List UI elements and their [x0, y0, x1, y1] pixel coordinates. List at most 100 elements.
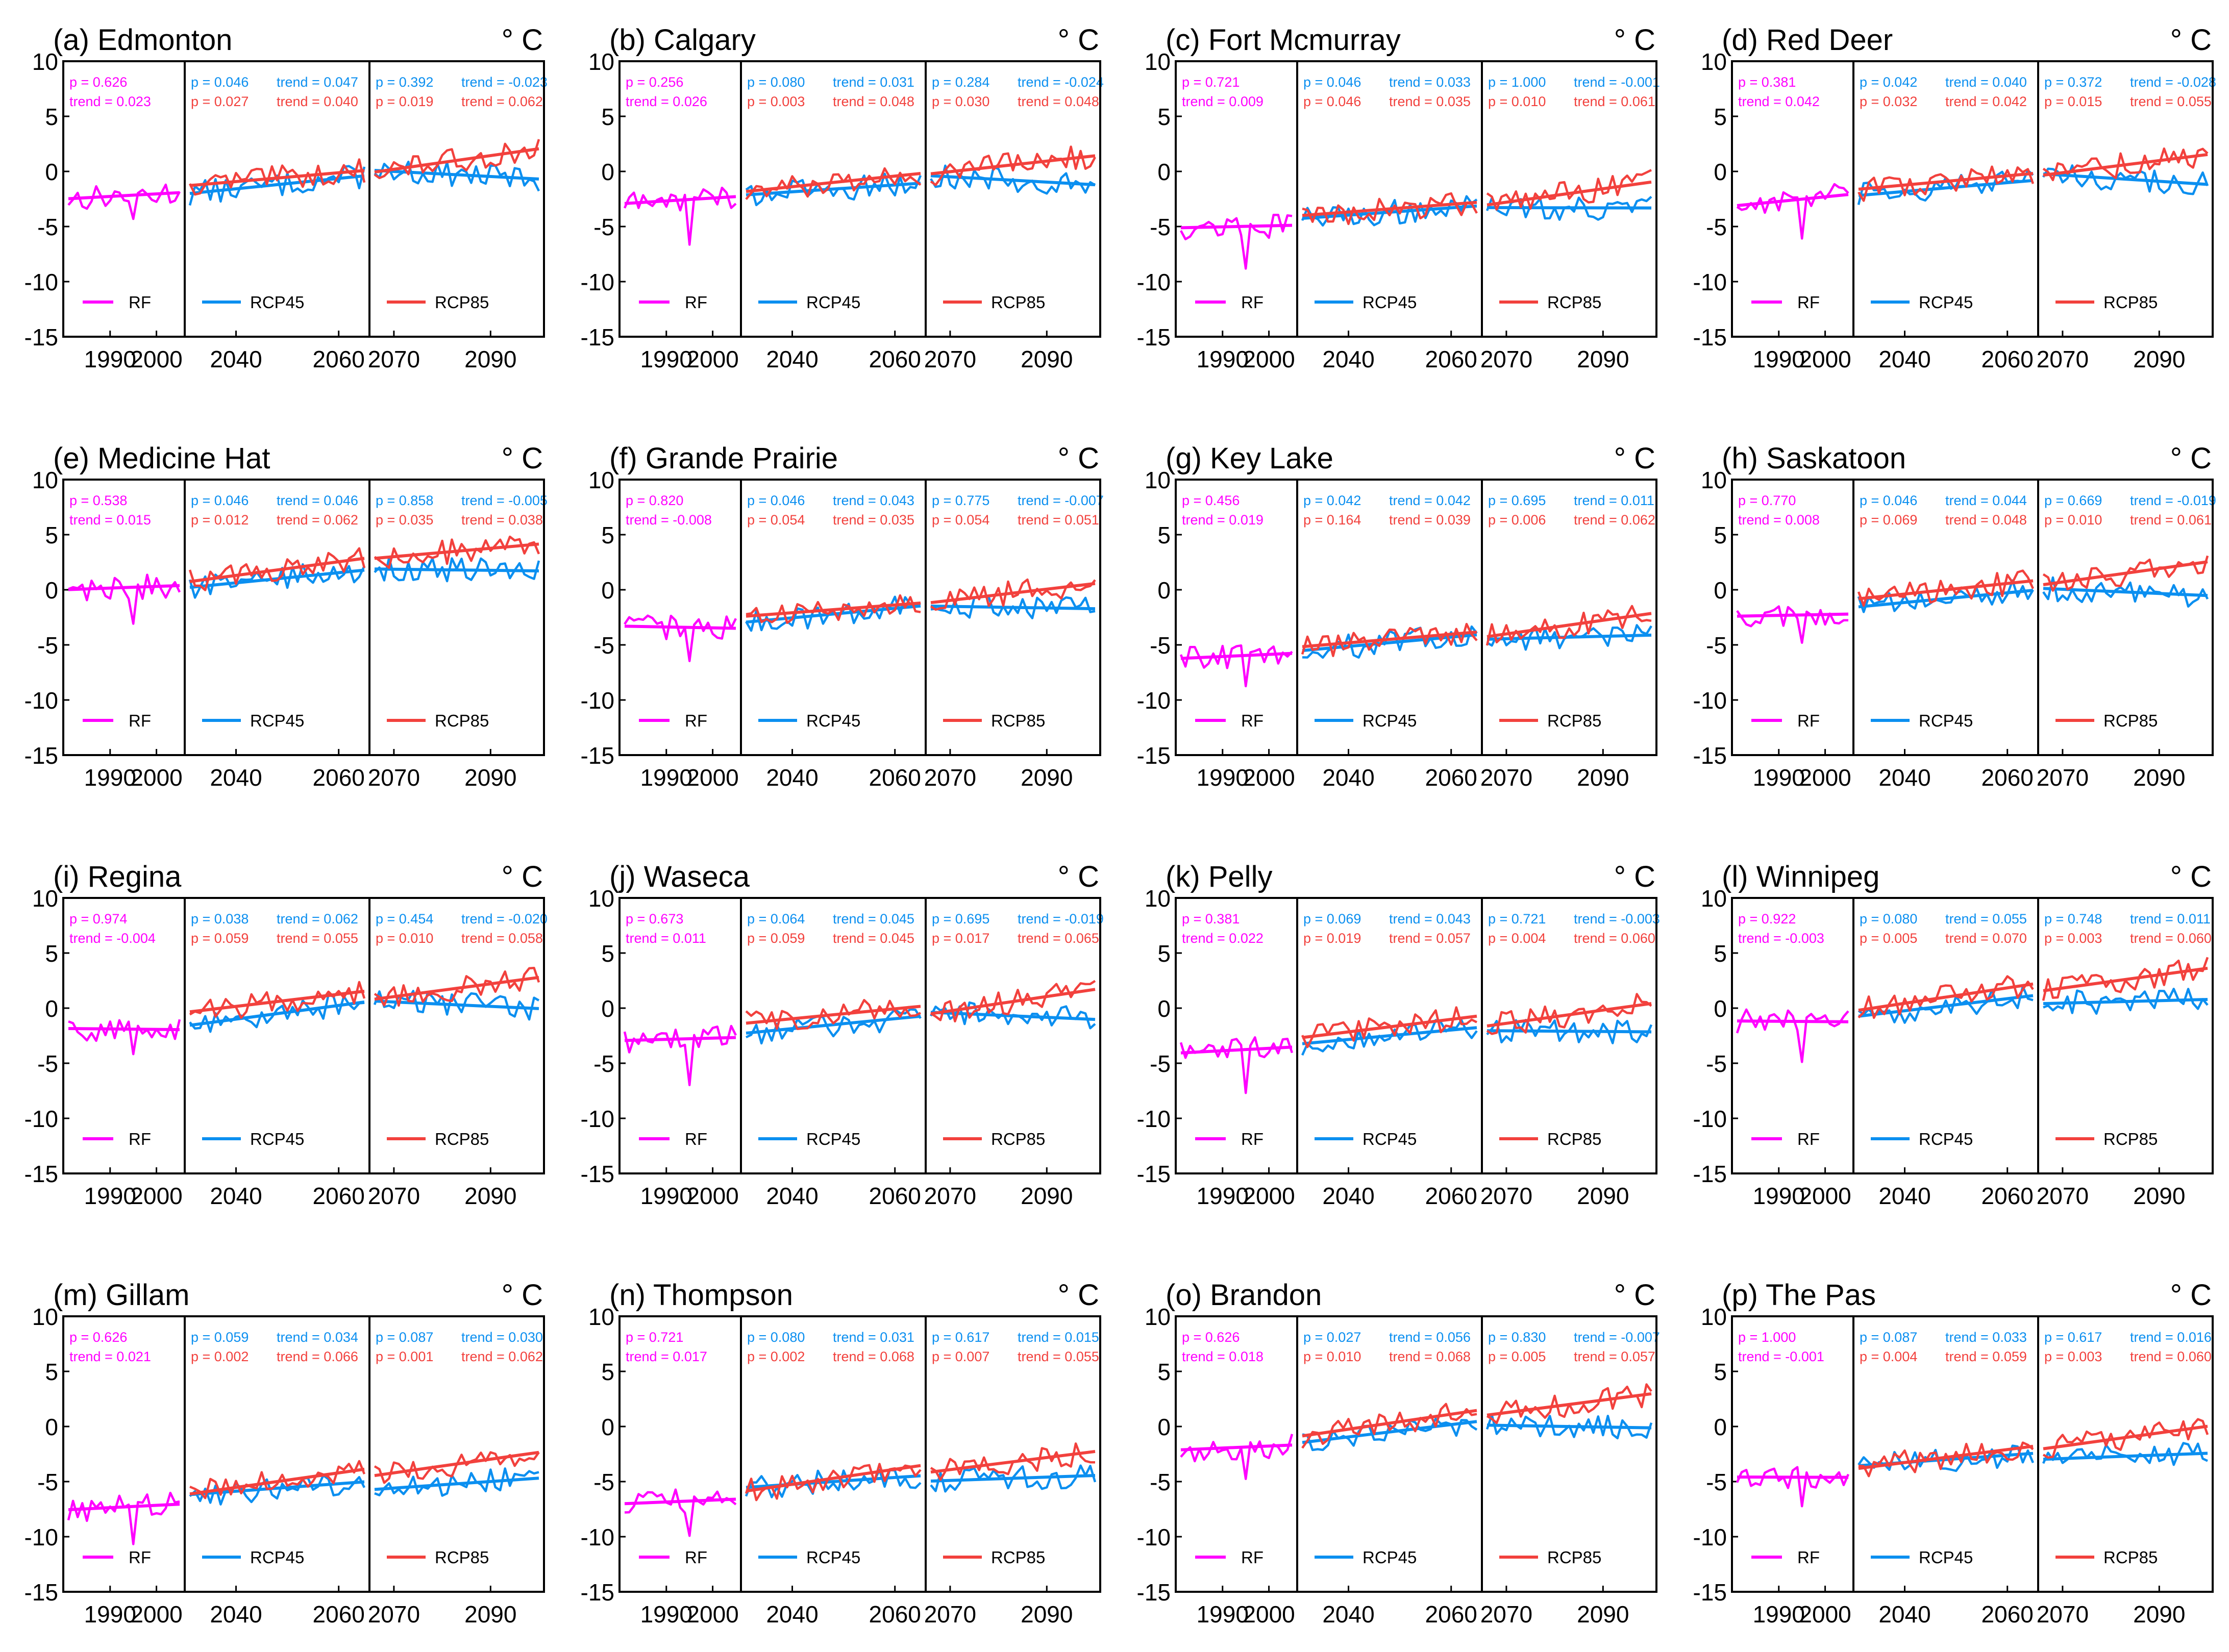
rcp45-trend-line — [2043, 998, 2208, 1006]
rcp85-trend-line — [1487, 1392, 1652, 1417]
rf-trend-line — [68, 191, 180, 201]
rf-series-line — [624, 1488, 737, 1537]
y-tick-label: 5 — [45, 1359, 58, 1385]
y-tick-label: -10 — [581, 1524, 614, 1550]
panel-title: (g) Key Lake — [1166, 442, 1333, 475]
panel-title: (n) Thompson — [609, 1279, 793, 1312]
legend-rcp45-label: RCP45 — [250, 711, 304, 730]
y-tick-label: -5 — [37, 214, 58, 240]
y-tick-label: -5 — [1150, 1050, 1171, 1077]
x-tick-label: 2060 — [1425, 1183, 1477, 1209]
panel-frame — [1175, 897, 1657, 1174]
x-tick-label: 2040 — [210, 1183, 262, 1209]
rcp85-p-value: p = 0.069 — [1860, 512, 1917, 528]
rcp45-p-value: p = 0.080 — [1860, 911, 1917, 927]
y-tick-label: 10 — [1701, 1304, 1727, 1330]
legend-rcp85-label: RCP85 — [435, 711, 489, 730]
rcp45-trend-value: trend = 0.046 — [277, 493, 358, 508]
legend-rcp45-label: RCP45 — [1919, 1130, 1973, 1148]
legend-rf-label: RF — [685, 1130, 707, 1148]
rcp45-trend-line — [930, 174, 1096, 187]
panel-title: (c) Fort Mcmurray — [1166, 23, 1401, 57]
legend-rf-label: RF — [685, 711, 707, 730]
legend-rcp85-label: RCP85 — [2103, 1548, 2158, 1567]
x-tick-label: 2090 — [1021, 346, 1073, 372]
x-tick-label: 2000 — [1243, 346, 1295, 372]
rcp45-p-value: p = 0.858 — [376, 493, 433, 508]
panel-frame — [618, 479, 1101, 756]
rf-p-value: p = 0.820 — [626, 493, 683, 508]
rcp45-trend-line — [374, 999, 539, 1010]
rcp85-trend-line — [930, 1449, 1096, 1474]
y-tick-label: 5 — [45, 522, 58, 548]
y-tick-label: -10 — [1137, 687, 1171, 714]
rcp85-p-value: p = 0.004 — [1860, 1349, 1917, 1364]
x-tick-label: 2090 — [464, 764, 516, 791]
panel-title: (o) Brandon — [1166, 1279, 1322, 1312]
rcp45-trend-line — [2043, 1451, 2208, 1461]
rf-trend-value: trend = 0.017 — [626, 1349, 707, 1364]
rcp45-trend-value: trend = 0.043 — [833, 493, 914, 508]
rcp85-trend-line — [1302, 201, 1477, 217]
x-tick-label: 1990 — [84, 1601, 136, 1628]
x-tick-label: 2040 — [766, 764, 818, 791]
rcp45-trend-value: trend = -0.020 — [461, 911, 548, 927]
panel-title: (p) The Pas — [1722, 1279, 1876, 1312]
x-tick-label: 2040 — [1322, 764, 1374, 791]
x-tick-label: 2000 — [130, 1183, 182, 1209]
rcp85-trend-value: trend = 0.045 — [833, 931, 914, 946]
y-tick-label: 10 — [1701, 885, 1727, 912]
panel-title: (j) Waseca — [609, 860, 750, 893]
rcp85-trend-value: trend = 0.065 — [1018, 931, 1099, 946]
rcp45-p-value: p = 0.038 — [191, 911, 249, 927]
x-tick-label: 2070 — [1480, 1183, 1532, 1209]
x-tick-label: 2090 — [2133, 764, 2185, 791]
rcp45-p-value: p = 0.617 — [2044, 1330, 2102, 1345]
rcp85-trend-value: trend = 0.055 — [1018, 1349, 1099, 1364]
rf-series-line — [67, 1491, 180, 1545]
legend-rcp45-label: RCP45 — [1363, 1548, 1417, 1567]
y-tick-label: -15 — [581, 1579, 614, 1606]
rf-p-value: p = 0.922 — [1738, 911, 1796, 927]
y-tick-label: -5 — [37, 632, 58, 659]
x-tick-label: 2090 — [1577, 1601, 1629, 1628]
rf-trend-value: trend = 0.026 — [626, 94, 707, 109]
y-unit-label: ° C — [502, 860, 543, 893]
legend-rf-label: RF — [685, 293, 707, 312]
y-tick-label: -5 — [593, 1469, 614, 1495]
rcp85-trend-line — [1858, 579, 2034, 600]
rcp85-trend-value: trend = 0.062 — [1574, 512, 1655, 528]
rf-trend-line — [1737, 193, 1849, 208]
x-tick-label: 2070 — [2037, 1183, 2089, 1209]
x-tick-label: 2090 — [464, 346, 516, 372]
y-tick-label: -15 — [581, 1161, 614, 1187]
rcp45-trend-line — [746, 1014, 921, 1035]
rcp85-p-value: p = 0.002 — [191, 1349, 249, 1364]
legend-rcp85-label: RCP85 — [435, 293, 489, 312]
rcp85-trend-line — [374, 1450, 539, 1478]
x-tick-label: 2040 — [210, 1601, 262, 1628]
x-tick-label: 2000 — [130, 346, 182, 372]
panel-frame — [618, 60, 1101, 338]
rf-series-line — [1736, 1466, 1850, 1508]
panel-title: (m) Gillam — [53, 1279, 189, 1312]
legend-rcp45-label: RCP45 — [1919, 293, 1973, 312]
rcp85-trend-line — [189, 557, 365, 583]
rf-trend-value: trend = -0.008 — [626, 512, 712, 528]
rcp85-trend-value: trend = 0.059 — [1945, 1349, 2027, 1364]
rcp85-p-value: p = 0.010 — [2044, 512, 2102, 528]
rcp85-trend-value: trend = 0.062 — [277, 512, 358, 528]
panel-frame — [1175, 60, 1657, 338]
y-tick-label: -5 — [1706, 632, 1727, 659]
y-tick-label: 0 — [45, 1414, 58, 1440]
y-tick-label: 10 — [1145, 467, 1171, 493]
rf-p-value: p = 0.770 — [1738, 493, 1796, 508]
rcp85-p-value: p = 0.027 — [191, 94, 249, 109]
rcp85-trend-value: trend = 0.061 — [2130, 512, 2212, 528]
y-tick-label: -10 — [1137, 269, 1171, 295]
rcp45-trend-line — [1487, 1029, 1652, 1034]
rf-p-value: p = 0.626 — [69, 74, 127, 90]
x-tick-label: 2040 — [766, 1183, 818, 1209]
panel-frame — [1175, 1315, 1657, 1593]
